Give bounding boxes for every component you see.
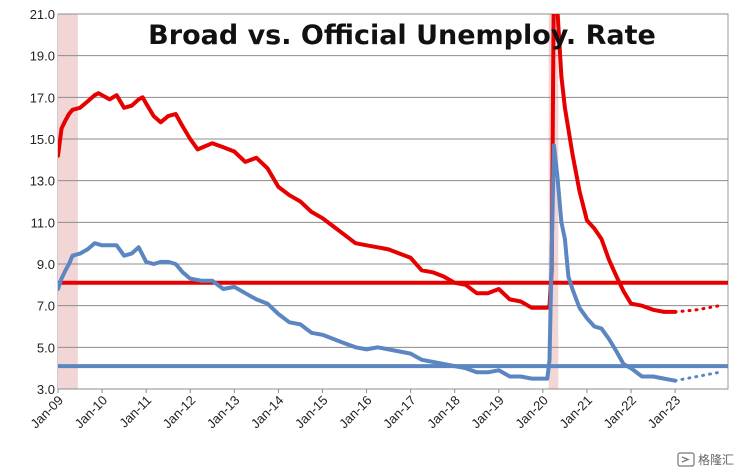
x-tick-label: Jan-10 [71,393,110,432]
y-tick-label: 5.0 [37,340,55,355]
x-tick-label: Jan-13 [204,393,243,432]
x-tick-label: Jan-11 [116,393,154,431]
x-tick-label: Jan-20 [512,393,551,432]
x-tick-label: Jan-12 [160,393,199,432]
x-tick-label: Jan-09 [27,393,66,432]
y-tick-label: 13.0 [30,174,55,189]
gelonghui-logo-icon [677,452,695,467]
x-tick-label: Jan-17 [380,393,419,432]
y-tick-label: 21.0 [30,7,55,22]
x-tick-label: Jan-15 [292,393,331,432]
series-line-0 [58,14,678,314]
series-forecast-3 [673,370,721,383]
y-tick-label: 19.0 [30,49,55,64]
recession-band-0 [58,14,78,389]
reference-lines-group [58,280,728,369]
y-tick-label: 17.0 [30,90,55,105]
x-tick-label: Jan-22 [600,393,639,432]
series-forecast-1 [673,304,721,314]
series-group [58,14,721,383]
plot-area [57,13,729,390]
chart-title: Broad vs. Official Unemploy. Rate [148,20,656,51]
x-tick-label: Jan-21 [556,393,595,432]
y-tick-label: 3.0 [37,382,55,397]
x-tick-label: Jan-16 [336,393,375,432]
x-tick-label: Jan-14 [248,393,287,432]
watermark-text: 格隆汇 [698,452,734,467]
y-tick-labels-group: 3.0 5.0 7.0 9.0 11.0 13.0 15.0 17.0 19.0 21.0 [30,7,55,397]
y-tick-label: 15.0 [30,132,55,147]
y-tick-label: 9.0 [37,257,55,272]
y-tick-label: 7.0 [37,299,55,314]
x-tick-labels-group: Jan-09 Jan-10 Jan-11 Jan-12 Jan-13 Jan-14 Jan-… [27,389,683,431]
y-tick-label: 11.0 [31,215,55,230]
series-line-2 [58,143,678,383]
x-tick-label: Jan-19 [468,393,507,432]
x-tick-label: Jan-18 [424,393,463,432]
x-tick-label: Jan-23 [645,393,684,432]
watermark: 格隆汇 [677,452,734,467]
